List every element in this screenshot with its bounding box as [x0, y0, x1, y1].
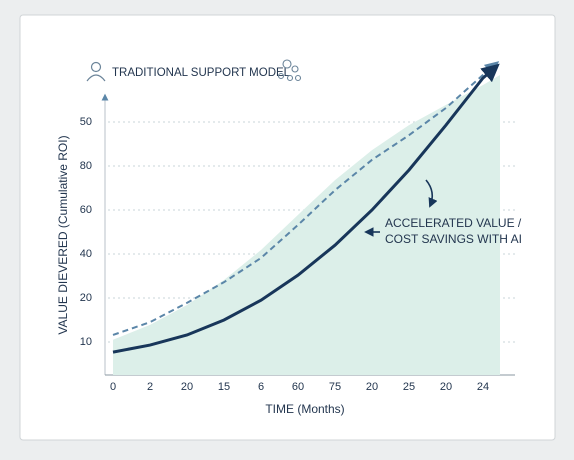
- x-tick-label: 75: [329, 381, 341, 393]
- annotation: COST SAVINGS WITH AI: [385, 232, 522, 246]
- x-tick-label: 20: [181, 381, 193, 393]
- y-tick-label: 20: [80, 292, 92, 304]
- plot: 10 20 40 60 80 50 0 2 20 15 6 60 75 20 25 20 24: [80, 61, 515, 393]
- x-tick-label: 20: [440, 381, 452, 393]
- x-tick-label: 20: [366, 381, 378, 393]
- y-tick-label: 50: [80, 116, 92, 128]
- x-tick-label: 60: [292, 381, 304, 393]
- x-tick-label: 2: [147, 381, 153, 393]
- series-line: [112, 63, 500, 354]
- x-axis-label: TIME (Months): [265, 402, 344, 416]
- annotation: ACCELERATED VALUE /: [385, 216, 522, 230]
- y-tick-label: 60: [80, 204, 92, 216]
- x-tick-label: 24: [477, 381, 489, 393]
- y-tick-label: 40: [80, 248, 92, 260]
- x-tick-label: 0: [110, 381, 116, 393]
- x-tick-label: 15: [218, 381, 230, 393]
- legend-label: TRADITIONAL SUPPORT MODEL: [112, 67, 291, 79]
- ai-icon: [277, 59, 302, 82]
- y-tick-label: 10: [80, 336, 92, 348]
- y-tick-label: 80: [80, 160, 92, 172]
- area: [113, 75, 500, 375]
- x-tick-label: 6: [258, 381, 264, 393]
- x-tick-label: 25: [403, 381, 415, 393]
- y-axis-label: VALUE DIEVERED (Cumulative ROI): [56, 135, 70, 334]
- person-icon: [86, 61, 106, 82]
- annotation-arrow: [425, 179, 438, 208]
- series-line: [112, 61, 500, 336]
